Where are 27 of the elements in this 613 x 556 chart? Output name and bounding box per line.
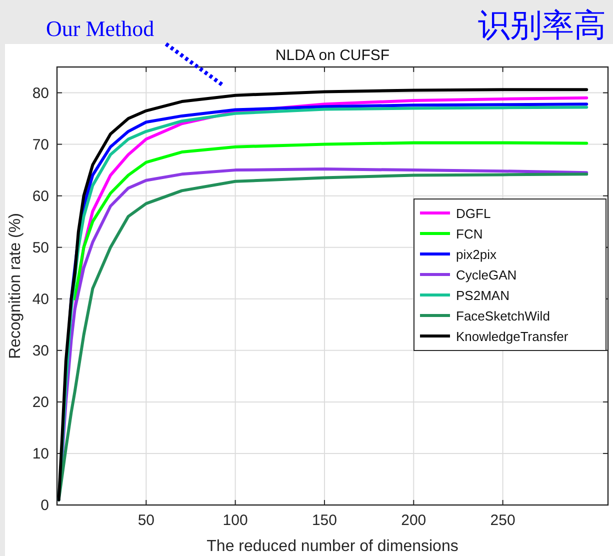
legend-label: KnowledgeTransfer [456, 329, 569, 344]
y-tick-label: 30 [32, 342, 49, 360]
x-tick-label: 250 [490, 512, 516, 529]
y-tick-label: 60 [32, 188, 49, 205]
legend-label: pix2pix [456, 247, 497, 262]
legend-label: FaceSketchWild [456, 308, 550, 324]
x-tick-label: 50 [138, 512, 154, 529]
line-series [73, 141, 588, 300]
x-tick-label: 150 [312, 512, 337, 529]
chart-title: NLDA on CUFSF [275, 47, 390, 64]
y-tick-label: 20 [32, 394, 49, 411]
y-tick-label: 10 [32, 445, 49, 462]
legend-label: PS2MAN [456, 288, 510, 303]
legend-label: DGFL [456, 206, 491, 221]
text: Our Method [46, 16, 154, 41]
y-tick-label: 0 [40, 497, 49, 514]
y-tick-label: 70 [32, 136, 49, 154]
text: 识别率高 [478, 6, 606, 44]
x-tick-label: 100 [222, 512, 248, 529]
x-axis-title: The reduced number of dimensions [206, 538, 458, 555]
legend-label: FCN [456, 226, 483, 242]
y-tick-label: 40 [32, 290, 49, 308]
x-tick-label: 200 [401, 512, 426, 529]
y-tick-label: 50 [32, 239, 49, 256]
y-axis-title: Recognition rate (%) [7, 213, 24, 359]
y-tick-label: 80 [32, 84, 49, 102]
legend-label: CycleGAN [456, 268, 517, 282]
